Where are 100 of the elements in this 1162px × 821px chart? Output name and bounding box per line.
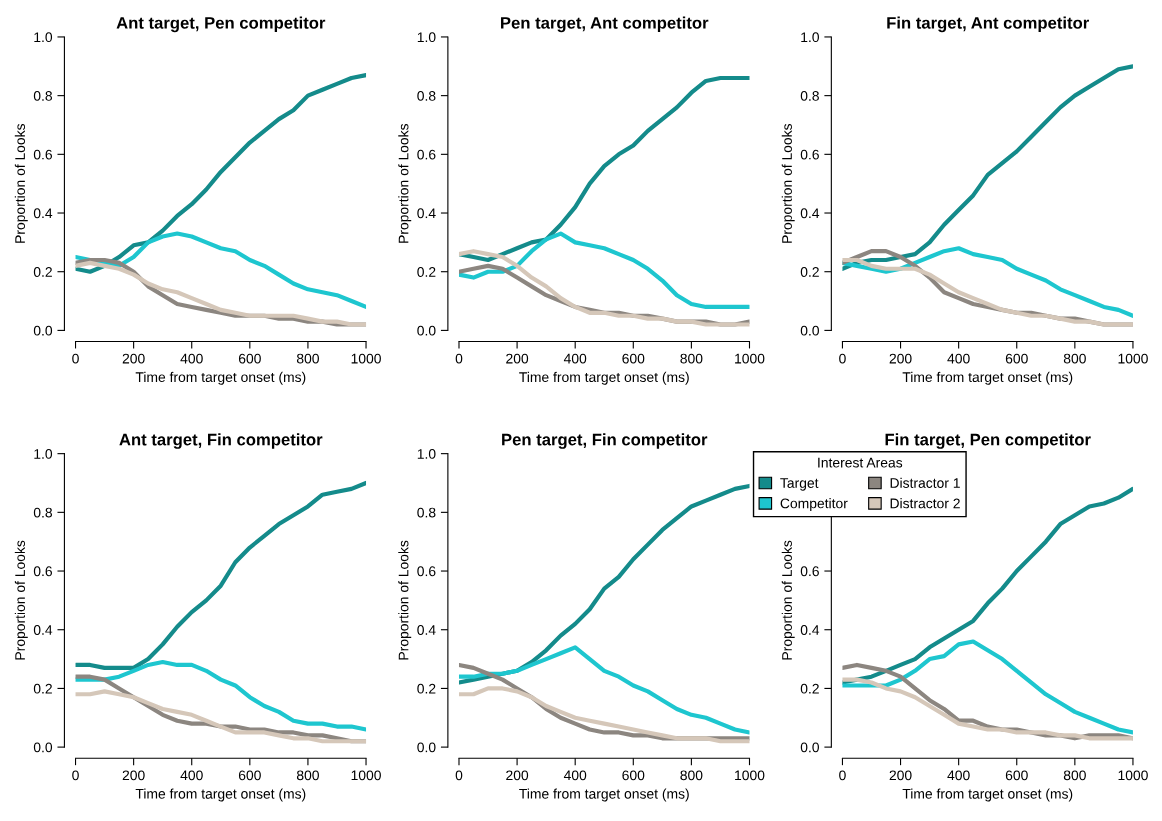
- y-tick-label: 0.2: [800, 683, 819, 694]
- x-tick-label: 400: [180, 353, 203, 364]
- x-tick-label: 200: [506, 770, 529, 781]
- y-tick-label: 0.0: [33, 742, 53, 753]
- chart-title: Fin target, Pen competitor: [885, 433, 1091, 449]
- x-tick-label: 400: [947, 770, 970, 781]
- x-axis-title: Time from target onset (ms): [135, 371, 306, 385]
- legend-title: Interest Areas: [818, 457, 903, 468]
- x-axis-title: Time from target onset (ms): [519, 371, 689, 385]
- legend-label: Competitor: [780, 498, 848, 512]
- line-series: [458, 249, 750, 327]
- y-axis-title: Proportion of Looks: [781, 123, 795, 243]
- y-tick-label: 0.0: [417, 742, 436, 753]
- x-tick-label: 400: [563, 770, 587, 781]
- x-tick-label: 400: [947, 353, 970, 364]
- line-series: [75, 480, 367, 670]
- y-tick-label: 0.0: [800, 742, 819, 753]
- legend-label: Target: [780, 478, 819, 491]
- x-tick-label: 800: [1063, 770, 1086, 781]
- y-tick-label: 0.8: [417, 90, 436, 101]
- y-tick-label: 1.0: [801, 32, 819, 43]
- y-tick-label: 0.6: [417, 566, 436, 577]
- y-axis-title: Proportion of Looks: [14, 540, 28, 660]
- y-tick-label: 0.6: [800, 149, 819, 160]
- x-tick-label: 600: [622, 770, 645, 781]
- y-tick-label: 0.2: [417, 267, 436, 277]
- x-axis-title: Time from target onset (ms): [135, 788, 306, 802]
- x-tick-label: 0: [839, 770, 846, 781]
- y-tick-label: 0.0: [800, 325, 819, 336]
- x-axis-title: Time from target onset (ms): [902, 371, 1073, 385]
- x-tick-label: 0: [72, 770, 79, 781]
- x-tick-label: 600: [1005, 353, 1028, 364]
- x-tick-label: 400: [563, 353, 587, 364]
- y-tick-label: 0.0: [417, 325, 436, 336]
- line-series: [458, 645, 750, 735]
- y-tick-label: 0.8: [33, 90, 53, 101]
- chart-title: Ant target, Fin competitor: [119, 433, 323, 449]
- x-tick-label: 1000: [1118, 353, 1148, 364]
- y-tick-label: 0.2: [33, 267, 52, 277]
- x-tick-label: 1000: [1118, 770, 1148, 781]
- line-series: [75, 231, 367, 310]
- line-series: [842, 639, 1133, 735]
- legend-label: Distractor 1: [890, 477, 960, 488]
- y-tick-label: 0.8: [800, 90, 819, 101]
- chart-title: Fin target, Ant competitor: [887, 16, 1089, 33]
- y-tick-label: 0.2: [33, 683, 52, 694]
- y-tick-label: 0.6: [800, 566, 819, 577]
- line-series: [458, 686, 750, 744]
- x-tick-label: 200: [889, 353, 912, 364]
- x-tick-label: 200: [506, 353, 529, 364]
- y-tick-label: 0.4: [33, 625, 53, 635]
- y-axis-title: Proportion of Looks: [781, 540, 795, 660]
- y-tick-label: 0.2: [417, 683, 436, 694]
- legend-label: Distractor 2: [890, 498, 960, 509]
- x-tick-label: 600: [238, 353, 261, 364]
- x-tick-label: 600: [238, 770, 261, 781]
- y-tick-label: 0.6: [33, 566, 52, 577]
- y-tick-label: 0.4: [417, 208, 436, 219]
- x-tick-label: 800: [680, 770, 703, 781]
- x-tick-label: 0: [72, 353, 79, 364]
- x-tick-label: 0: [839, 353, 846, 364]
- x-tick-label: 800: [296, 770, 319, 781]
- y-tick-label: 0.6: [417, 149, 436, 160]
- line-series: [75, 659, 367, 732]
- chart-title: Pen target, Ant competitor: [501, 16, 709, 33]
- x-axis-title: Time from target onset (ms): [519, 788, 689, 802]
- y-tick-label: 0.2: [800, 267, 819, 277]
- y-tick-label: 0.4: [800, 208, 820, 219]
- x-tick-label: 1000: [735, 770, 765, 781]
- x-tick-label: 0: [455, 770, 463, 781]
- line-series: [842, 64, 1133, 271]
- y-tick-label: 1.0: [34, 448, 53, 459]
- x-axis-title: Time from target onset (ms): [902, 788, 1073, 802]
- x-tick-label: 200: [889, 770, 912, 781]
- line-series: [458, 231, 750, 310]
- y-tick-label: 1.0: [417, 32, 436, 43]
- y-tick-label: 0.8: [33, 507, 53, 518]
- y-tick-label: 0.6: [33, 149, 52, 160]
- y-tick-label: 0.0: [33, 325, 53, 336]
- y-tick-label: 1.0: [417, 448, 436, 459]
- x-tick-label: 200: [122, 770, 145, 781]
- line-series: [75, 73, 367, 274]
- x-tick-label: 1000: [351, 770, 381, 781]
- line-series: [842, 677, 1133, 741]
- line-series: [458, 75, 750, 263]
- line-series: [75, 689, 367, 744]
- chart-title: Ant target, Pen competitor: [116, 16, 326, 33]
- y-tick-label: 0.4: [33, 208, 53, 219]
- x-tick-label: 600: [622, 353, 645, 364]
- y-axis-title: Proportion of Looks: [398, 123, 412, 243]
- y-tick-label: 0.8: [417, 507, 436, 518]
- y-tick-label: 0.4: [800, 625, 820, 635]
- x-tick-label: 1000: [735, 353, 765, 364]
- x-tick-label: 600: [1005, 770, 1028, 781]
- y-tick-label: 0.4: [417, 625, 436, 635]
- y-axis-title: Proportion of Looks: [398, 540, 412, 660]
- x-tick-label: 200: [122, 353, 145, 364]
- x-tick-label: 800: [296, 353, 319, 364]
- x-tick-label: 400: [180, 770, 203, 781]
- chart-title: Pen target, Fin competitor: [502, 433, 708, 449]
